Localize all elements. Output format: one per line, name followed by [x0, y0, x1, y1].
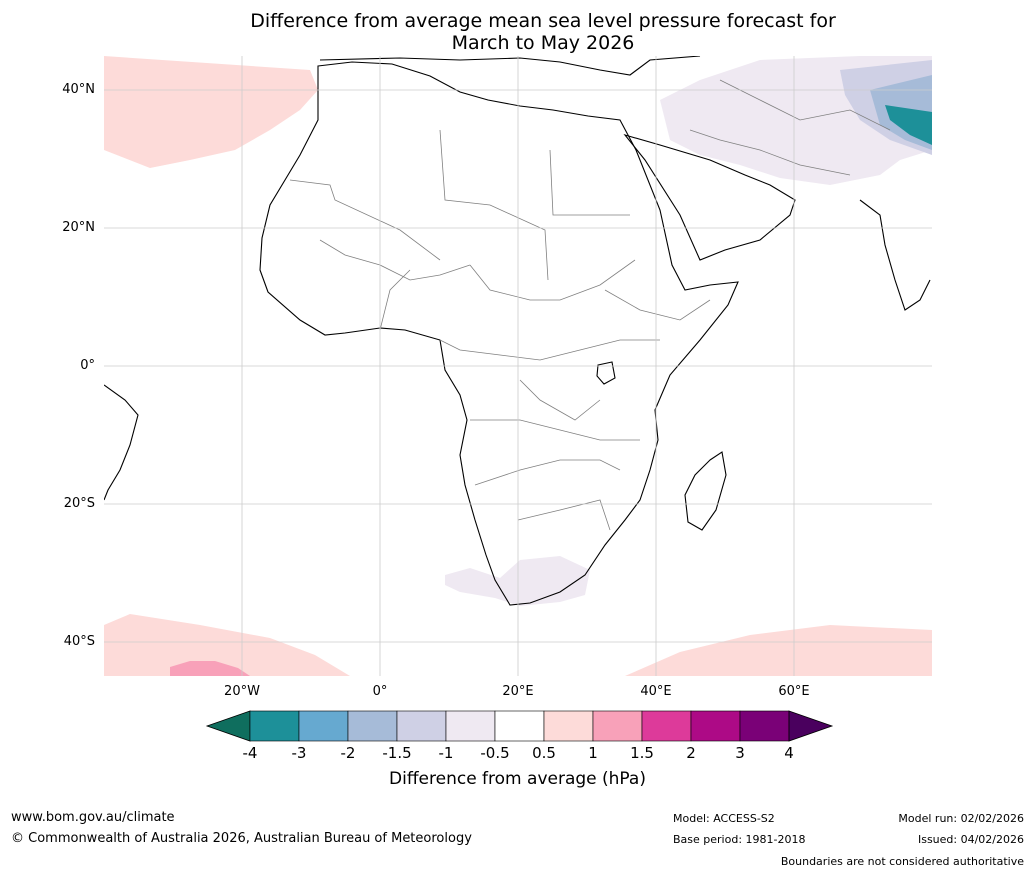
- coastline-europe: [319, 56, 701, 76]
- colorbar-swatch: [543, 710, 594, 742]
- lon-label-0: 0°: [372, 684, 388, 699]
- footer-disclaimer: Boundaries are not considered authoritat…: [780, 855, 1024, 868]
- footer-website: www.bom.gov.au/climate: [11, 810, 175, 825]
- colorbar-swatch: [494, 710, 545, 742]
- footer-base-period: Base period: 1981-2018: [673, 833, 806, 846]
- colorbar-tick-label: -4: [242, 744, 258, 762]
- colorbar-swatch: [739, 710, 790, 742]
- lat-label-20s: 20°S: [63, 496, 95, 511]
- map-title-line1: Difference from average mean sea level p…: [250, 10, 836, 32]
- anomaly-negative-south-africa: [445, 556, 590, 606]
- colorbar-swatch: [347, 710, 398, 742]
- colorbar-tick-label: -1.5: [382, 744, 412, 762]
- colorbar-tick-label: 1: [588, 744, 598, 762]
- colorbar-swatch: [592, 710, 643, 742]
- coastline-madagascar: [684, 451, 727, 531]
- anomaly-negative-asia-teal: [885, 105, 932, 145]
- footer-model: Model: ACCESS-S2: [673, 812, 775, 825]
- anomaly-positive-north-atlantic: [104, 56, 318, 168]
- lat-label-40n: 40°N: [62, 82, 95, 97]
- coastlines: [104, 56, 931, 606]
- lon-label-60e: 60°E: [778, 684, 810, 699]
- colorbar-tick-label: -1: [438, 744, 454, 762]
- lon-label-40e: 40°E: [640, 684, 672, 699]
- lat-label-0: 0°: [80, 358, 95, 373]
- colorbar-title: Difference from average (hPa): [389, 769, 646, 789]
- anomaly-positive-south-atlantic: [104, 614, 350, 676]
- footer-copyright: © Commonwealth of Australia 2026, Austra…: [11, 831, 472, 846]
- colorbar-extend-high: [788, 710, 834, 742]
- anomaly-positive-south-indian: [625, 625, 932, 676]
- colorbar-tick-label: 2: [686, 744, 696, 762]
- map-title: Difference from average mean sea level p…: [0, 10, 1035, 54]
- coastline-africa: [259, 61, 739, 606]
- lat-label-20n: 20°N: [62, 220, 95, 235]
- colorbar-swatch: [690, 710, 741, 742]
- footer-issued: Issued: 04/02/2026: [917, 833, 1024, 846]
- anomaly-positive-south-atlantic-mid: [170, 661, 250, 676]
- colorbar-tick-label: 0.5: [532, 744, 556, 762]
- country-borders: [289, 79, 891, 531]
- coastline-arabia: [623, 133, 796, 261]
- map-title-line2: March to May 2026: [451, 32, 635, 54]
- lon-label-20e: 20°E: [502, 684, 534, 699]
- colorbar-swatch: [641, 710, 692, 742]
- colorbar-tick-label: 4: [784, 744, 794, 762]
- footer-model-run: Model run: 02/02/2026: [898, 812, 1024, 825]
- coastline-india: [859, 199, 931, 311]
- colorbar-swatch: [396, 710, 447, 742]
- colorbar-swatch: [298, 710, 349, 742]
- lat-label-40s: 40°S: [63, 634, 95, 649]
- coastline-south-america: [104, 384, 139, 501]
- colorbar-tick-label: 1.5: [630, 744, 654, 762]
- colorbar-tick-label: -0.5: [480, 744, 510, 762]
- colorbar-extend-low: [205, 710, 251, 742]
- colorbar-tick-label: -2: [340, 744, 356, 762]
- colorbar-tick-label: 3: [735, 744, 745, 762]
- colorbar-tick-label: -3: [291, 744, 307, 762]
- graticule: [104, 56, 932, 676]
- colorbar-swatch: [445, 710, 496, 742]
- colorbar-swatch: [249, 710, 300, 742]
- lon-label-20w: 20°W: [224, 684, 260, 699]
- coastline-lake-victoria: [596, 361, 616, 385]
